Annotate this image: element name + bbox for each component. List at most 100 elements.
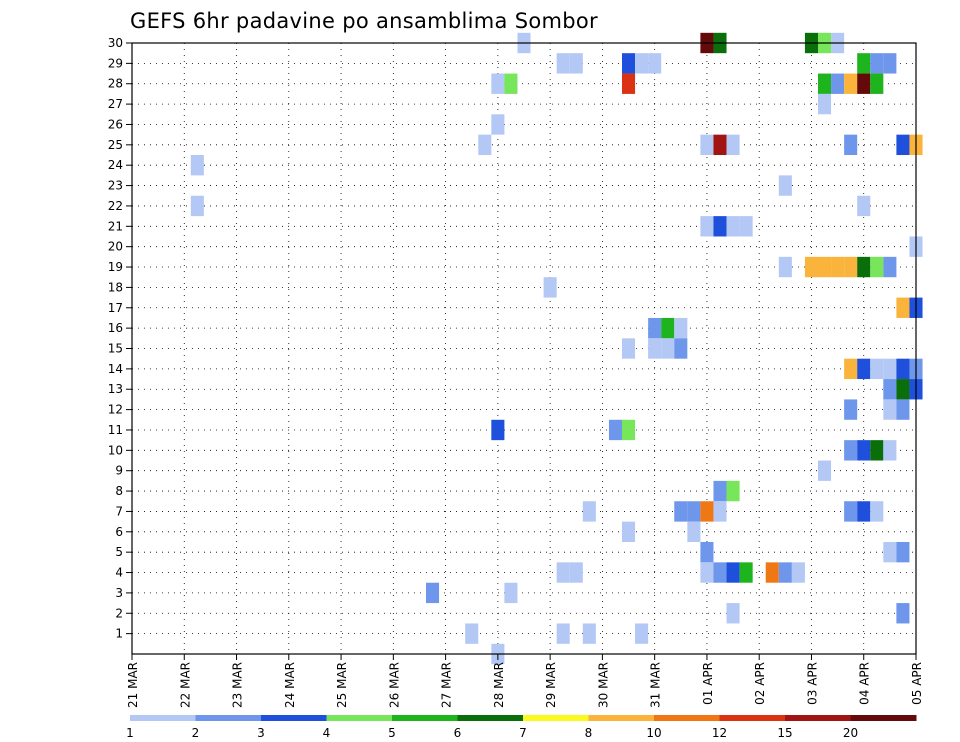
- heatmap-cell: [844, 256, 858, 278]
- heatmap-cell: [582, 501, 596, 522]
- x-tick-label: 02 APR: [753, 662, 767, 705]
- colorbar-label: 8: [585, 726, 593, 740]
- x-tick-label: 05 APR: [910, 662, 924, 705]
- heatmap-cell: [700, 501, 714, 522]
- heatmap-cell: [857, 195, 871, 217]
- y-tick-label: 29: [108, 56, 123, 70]
- heatmap-cell: [622, 73, 636, 94]
- y-tick-label: 8: [115, 484, 123, 498]
- heatmap-cell: [831, 256, 845, 278]
- heatmap-cell: [726, 134, 740, 156]
- y-tick-label: 12: [108, 403, 123, 417]
- y-tick-label: 1: [115, 627, 123, 641]
- y-tick-label: 19: [108, 260, 123, 274]
- heatmap-cell: [844, 440, 858, 461]
- heatmap-cell: [713, 480, 727, 502]
- heatmap-cell: [818, 256, 832, 278]
- heatmap-cell: [713, 134, 727, 156]
- heatmap-cell: [883, 379, 897, 400]
- colorbar-label: 1: [126, 726, 134, 740]
- heatmap-cell: [778, 175, 792, 196]
- heatmap-cell: [726, 480, 740, 502]
- heatmap-cell: [190, 155, 204, 176]
- heatmap-cell: [648, 53, 662, 74]
- y-tick-label: 26: [108, 117, 123, 131]
- chart-title: GEFS 6hr padavine po ansamblima Sombor: [130, 9, 598, 33]
- y-tick-label: 5: [115, 545, 123, 559]
- x-tick-label: 30 MAR: [596, 662, 610, 708]
- heatmap-cell: [700, 562, 714, 583]
- colorbar-label: 12: [712, 726, 727, 740]
- colorbar-segment: [457, 715, 524, 721]
- y-tick-label: 30: [108, 36, 123, 50]
- heatmap-cell: [661, 317, 675, 339]
- colorbar-segment: [392, 715, 458, 721]
- colorbar-label: 15: [777, 726, 792, 740]
- heatmap-cell: [700, 216, 714, 237]
- heatmap-cell: [661, 338, 675, 359]
- heatmap-cell: [857, 256, 871, 278]
- y-tick-label: 21: [108, 219, 123, 233]
- heatmap-cell: [896, 603, 910, 624]
- colorbar-label: 3: [257, 726, 265, 740]
- x-tick-label: 23 MAR: [231, 662, 245, 708]
- x-tick-label: 22 MAR: [178, 662, 192, 708]
- heatmap-cell: [844, 134, 858, 156]
- heatmap-cell: [622, 419, 636, 441]
- y-tick-label: 17: [108, 301, 123, 315]
- heatmap-cell: [569, 53, 583, 74]
- colorbar-label: 2: [192, 726, 200, 740]
- heatmap-cell: [896, 358, 910, 380]
- heatmap-cell: [844, 399, 858, 420]
- y-tick-label: 14: [108, 362, 123, 376]
- y-tick-label: 28: [108, 77, 123, 91]
- heatmap-cell: [726, 562, 740, 583]
- heatmap-cell: [190, 195, 204, 217]
- heatmap-cell: [883, 358, 897, 380]
- x-tick-label: 28 MAR: [492, 662, 506, 708]
- colorbar-segment: [130, 715, 196, 721]
- heatmap-cell: [556, 562, 570, 583]
- y-tick-label: 18: [108, 280, 123, 294]
- heatmap-cell: [491, 73, 505, 94]
- x-tick-label: 26 MAR: [387, 662, 401, 708]
- heatmap-cell: [478, 134, 492, 156]
- colorbar-label: 4: [323, 726, 331, 740]
- heatmap-cell: [870, 440, 884, 461]
- heatmap-cell: [556, 53, 570, 74]
- heatmap-cell: [791, 562, 805, 583]
- y-tick-label: 9: [115, 464, 123, 478]
- heatmap-cell: [608, 419, 622, 441]
- heatmap-cell: [870, 501, 884, 522]
- heatmap-cell: [896, 379, 910, 400]
- heatmap-cell: [648, 317, 662, 339]
- heatmap-cell: [883, 256, 897, 278]
- heatmap-cell: [857, 501, 871, 522]
- colorbar-label: 10: [646, 726, 661, 740]
- y-tick-label: 24: [108, 158, 123, 172]
- colorbar-label: 7: [519, 726, 527, 740]
- heatmap-cell: [857, 358, 871, 380]
- heatmap-cell: [804, 256, 818, 278]
- heatmap-cell: [674, 317, 688, 339]
- y-tick-label: 7: [115, 504, 123, 518]
- y-axis: 1234567891011121314151617181920212223242…: [108, 36, 132, 641]
- colorbar-segment: [719, 715, 786, 721]
- colorbar-segment: [654, 715, 720, 721]
- heatmap-cell: [870, 256, 884, 278]
- y-tick-label: 15: [108, 342, 123, 356]
- y-tick-label: 27: [108, 97, 123, 111]
- colorbar-label: 6: [454, 726, 462, 740]
- colorbar-segment: [785, 715, 851, 721]
- heatmap-cell: [831, 73, 845, 94]
- heatmap-cell: [648, 338, 662, 359]
- y-tick-label: 20: [108, 240, 123, 254]
- heatmap-cell: [465, 623, 479, 644]
- heatmap-cell: [896, 297, 910, 318]
- y-tick-label: 4: [115, 566, 123, 580]
- colorbar-segment: [195, 715, 262, 721]
- heatmap-cell: [491, 419, 505, 441]
- heatmap-cell: [504, 582, 518, 604]
- x-tick-label: 01 APR: [701, 662, 715, 705]
- x-tick-label: 29 MAR: [544, 662, 558, 708]
